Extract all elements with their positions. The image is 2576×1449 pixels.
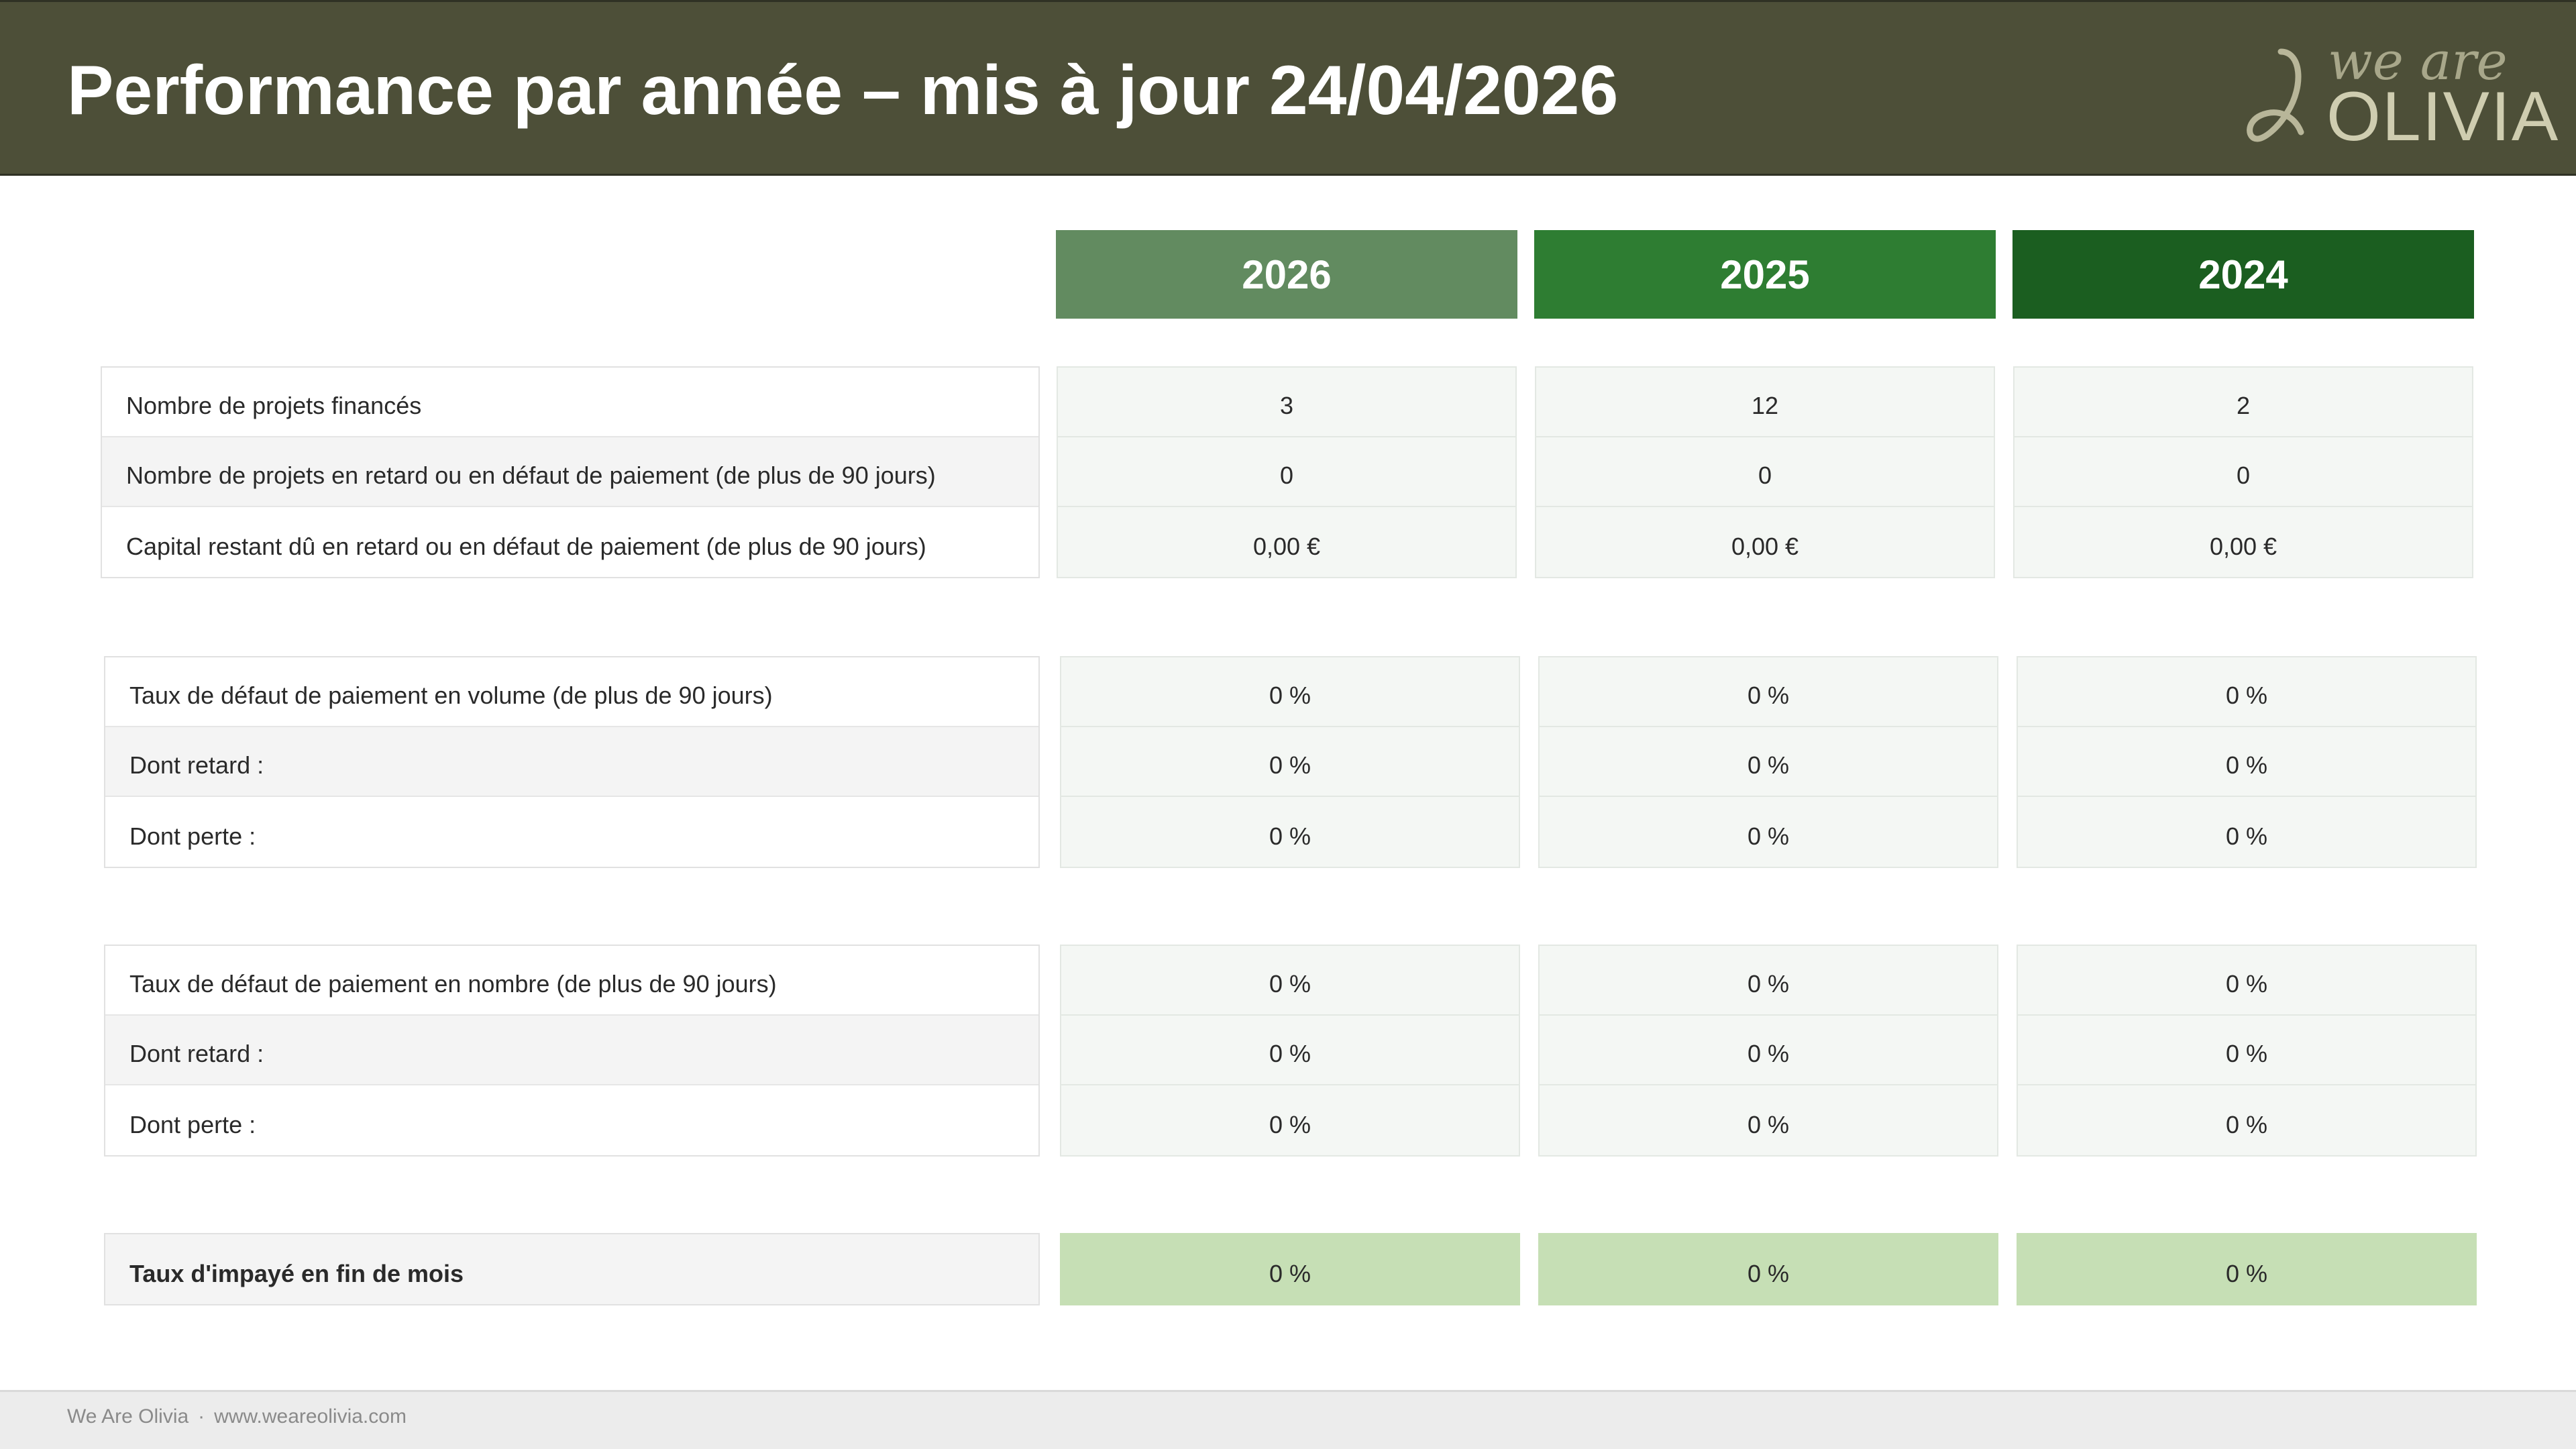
value-cell: 0 % — [2018, 946, 2475, 1016]
row-label: Dont perte : — [129, 1111, 256, 1138]
value-cell: 0,00 € — [2209, 533, 2277, 560]
values-2024-default-count: 0 % 0 % 0 % — [2017, 945, 2477, 1157]
row-label: Dont retard : — [105, 727, 1038, 797]
values-2024-unpaid-rate: 0 % — [2017, 1233, 2477, 1305]
value-cell: 0,00 € — [1731, 533, 1799, 560]
value-cell: 0 — [2015, 437, 2472, 507]
values-2025-unpaid-rate: 0 % — [1538, 1233, 1998, 1305]
footer-separator: · — [198, 1405, 205, 1428]
year-header-2025: 2025 — [1534, 230, 1996, 319]
page-footer: We Are Olivia · www.weareolivia.com — [0, 1390, 2576, 1449]
values-2026-default-count: 0 % 0 % 0 % — [1060, 945, 1520, 1157]
value-cell: 0 — [1058, 437, 1515, 507]
page-header: Performance par année – mis à jour 24/04… — [0, 0, 2576, 176]
year-header-label: 2025 — [1720, 252, 1810, 297]
row-labels-unpaid-rate: Taux d'impayé en fin de mois — [104, 1233, 1040, 1305]
value-cell: 2 — [2015, 368, 2472, 437]
logo-swirl-icon — [2247, 48, 2304, 142]
value-cell: 0 % — [2018, 1016, 2475, 1085]
we-are-olivia-logo: we are OLIVIA — [2241, 32, 2558, 156]
page-title: Performance par année – mis à jour 24/04… — [67, 52, 1619, 129]
values-2025-default-count: 0 % 0 % 0 % — [1538, 945, 1998, 1157]
value-cell: 0 % — [1540, 1016, 1997, 1085]
values-2024-default-volume: 0 % 0 % 0 % — [2017, 656, 2477, 868]
value-cell: 0 % — [2225, 1260, 2268, 1287]
year-header-label: 2026 — [1242, 252, 1332, 297]
value-cell: 0 % — [1269, 822, 1311, 850]
value-cell: 0 % — [1540, 727, 1997, 797]
value-cell: 0,00 € — [1252, 533, 1321, 560]
row-label: Capital restant dû en retard ou en défau… — [126, 533, 926, 560]
footer-company: We Are Olivia — [67, 1405, 189, 1428]
values-2026-projects: 3 0 0,00 € — [1057, 366, 1517, 578]
logo-brand: OLIVIA — [2326, 78, 2560, 156]
logo-tagline: we are — [2328, 32, 2508, 92]
footer-text: We Are Olivia · www.weareolivia.com — [67, 1405, 407, 1428]
value-cell: 0 % — [1540, 657, 1997, 727]
value-cell: 0 % — [1061, 657, 1519, 727]
value-cell: 0 — [1536, 437, 1994, 507]
row-label: Taux de défaut de paiement en nombre (de… — [105, 946, 1038, 1016]
values-2026-unpaid-rate: 0 % — [1060, 1233, 1520, 1305]
value-cell: 0 % — [2225, 822, 2268, 850]
year-header-label: 2024 — [2198, 252, 2288, 297]
value-cell: 0 % — [1540, 946, 1997, 1016]
value-cell: 0 % — [1269, 1111, 1311, 1138]
row-label: Nombre de projets en retard ou en défaut… — [102, 437, 1038, 507]
row-labels-projects: Nombre de projets financés Nombre de pro… — [101, 366, 1040, 578]
value-cell: 0 % — [2018, 657, 2475, 727]
row-label: Nombre de projets financés — [102, 368, 1038, 437]
value-cell: 0 % — [1269, 1260, 1311, 1287]
value-cell: 0 % — [1747, 1260, 1790, 1287]
row-label: Dont retard : — [105, 1016, 1038, 1085]
values-2025-default-volume: 0 % 0 % 0 % — [1538, 656, 1998, 868]
value-cell: 0 % — [1061, 946, 1519, 1016]
value-cell: 0 % — [2018, 727, 2475, 797]
value-cell: 12 — [1536, 368, 1994, 437]
value-cell: 0 % — [1747, 822, 1790, 850]
value-cell: 0 % — [1061, 727, 1519, 797]
row-label: Taux de défaut de paiement en volume (de… — [105, 657, 1038, 727]
value-cell: 0 % — [1747, 1111, 1790, 1138]
year-header-2026: 2026 — [1056, 230, 1517, 319]
row-labels-default-volume: Taux de défaut de paiement en volume (de… — [104, 656, 1040, 868]
year-header-2024: 2024 — [2012, 230, 2474, 319]
row-label: Taux d'impayé en fin de mois — [105, 1234, 1038, 1304]
value-cell: 0 % — [2225, 1111, 2268, 1138]
values-2024-projects: 2 0 0,00 € — [2013, 366, 2473, 578]
row-labels-default-count: Taux de défaut de paiement en nombre (de… — [104, 945, 1040, 1157]
footer-website-link[interactable]: www.weareolivia.com — [214, 1405, 407, 1428]
values-2025-projects: 12 0 0,00 € — [1535, 366, 1995, 578]
row-label: Dont perte : — [129, 822, 256, 850]
value-cell: 3 — [1058, 368, 1515, 437]
value-cell: 0 % — [1061, 1016, 1519, 1085]
values-2026-default-volume: 0 % 0 % 0 % — [1060, 656, 1520, 868]
